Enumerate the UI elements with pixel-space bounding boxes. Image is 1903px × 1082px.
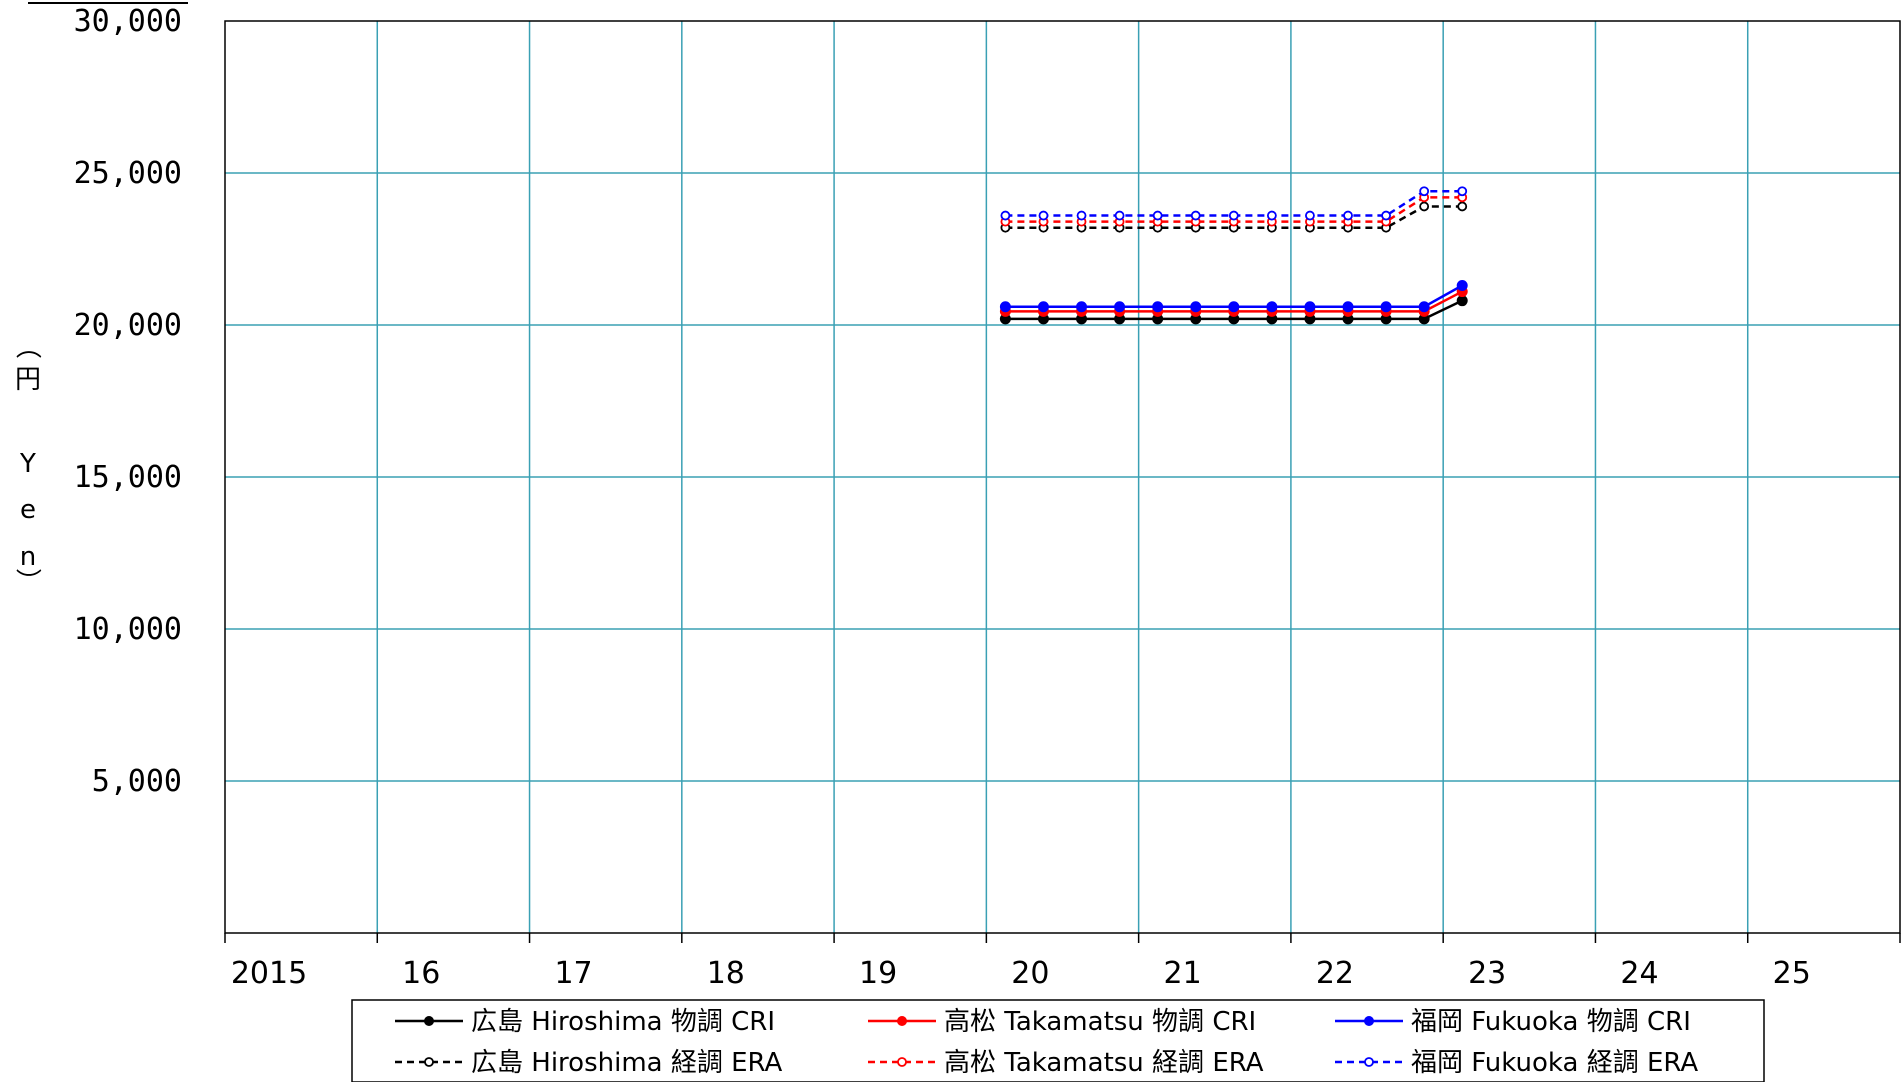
data-point — [1228, 301, 1240, 313]
x-tick-label: 25 — [1773, 956, 1811, 991]
gridlines — [225, 21, 1900, 933]
legend-item: 高松 Takamatsu 経調 ERA — [868, 1048, 1264, 1078]
y-tick-label: 20,000 — [74, 308, 182, 343]
y-tick-label: 25,000 — [74, 156, 182, 191]
y-tick-label: 30,000 — [74, 4, 182, 39]
data-point — [1380, 301, 1392, 313]
x-tick-label: 17 — [554, 956, 592, 991]
data-point — [1076, 301, 1088, 313]
legend-item: 広島 Hiroshima 経調 ERA — [395, 1048, 783, 1078]
data-point — [1304, 301, 1316, 313]
data-point — [1152, 301, 1164, 313]
legend-swatch-marker — [897, 1016, 907, 1026]
data-point — [1305, 210, 1315, 221]
data-point — [1190, 210, 1201, 221]
legend-swatch-marker — [897, 1057, 907, 1067]
legend-swatch-marker — [1364, 1057, 1374, 1067]
plot-area-frame — [224, 20, 1901, 934]
x-tick-label: 16 — [402, 956, 440, 991]
data-point — [1000, 210, 1011, 221]
y-tick-label: 10,000 — [74, 612, 182, 647]
x-tick-label: 2015 — [231, 956, 307, 991]
x-axis-ticks: 2015 16 17 18 19 20 21 22 23 24 25 — [224, 933, 1901, 991]
data-point — [1038, 210, 1049, 221]
legend-label: 高松 Takamatsu 物調 CRI — [944, 1007, 1256, 1037]
legend-label: 広島 Hiroshima 経調 ERA — [471, 1048, 783, 1078]
legend: 広島 Hiroshima 物調 CRI 高松 Takamatsu 物調 CRI 福岡… — [351, 999, 1765, 1082]
x-tick-label: 22 — [1316, 956, 1354, 991]
data-point — [1342, 301, 1354, 313]
y-tick-label: 5,000 — [92, 764, 182, 799]
data-point — [1228, 210, 1239, 221]
legend-label: 広島 Hiroshima 物調 CRI — [471, 1007, 775, 1037]
y-axis-label: （ 円 Yen） — [12, 333, 42, 594]
data-point — [1418, 301, 1430, 313]
series — [999, 295, 1468, 325]
data-point — [1457, 186, 1468, 197]
data-point — [1152, 210, 1163, 221]
series-lines — [999, 186, 1468, 325]
legend-swatch-marker — [424, 1016, 434, 1026]
data-point — [1343, 210, 1353, 221]
y-axis-label-char: ） — [12, 568, 42, 594]
data-point — [999, 301, 1011, 313]
y-axis-label-char: （ — [12, 333, 42, 359]
y-tick-label: 15,000 — [74, 460, 182, 495]
y-axis-label-char: n — [20, 542, 36, 572]
x-tick-label: 21 — [1164, 956, 1202, 991]
data-point — [1456, 279, 1468, 291]
data-point — [1190, 301, 1202, 313]
data-point — [1266, 210, 1277, 221]
data-point — [1419, 186, 1430, 197]
data-point — [1457, 201, 1468, 212]
y-axis-ticks: 30,000 25,000 20,000 15,000 10,000 5,000 — [74, 4, 182, 799]
legend-label: 福岡 Fukuoka 経調 ERA — [1411, 1048, 1698, 1078]
data-point — [1456, 295, 1468, 307]
x-tick-label: 24 — [1620, 956, 1658, 991]
data-point — [1114, 210, 1125, 221]
data-point — [1381, 210, 1391, 221]
legend-item: 福岡 Fukuoka 経調 ERA — [1335, 1048, 1698, 1078]
y-axis-label-char: 円 — [15, 365, 41, 395]
legend-swatch-marker — [1364, 1016, 1374, 1026]
data-point — [1037, 301, 1049, 313]
data-point — [1419, 201, 1430, 212]
legend-box — [351, 999, 1765, 1082]
series — [1000, 186, 1468, 221]
x-tick-label: 23 — [1468, 956, 1506, 991]
y-axis-label-char: e — [20, 495, 36, 525]
x-tick-label: 18 — [707, 956, 745, 991]
x-tick-label: 19 — [859, 956, 897, 991]
data-point — [1266, 301, 1278, 313]
legend-swatch-marker — [424, 1057, 434, 1067]
y-axis-label-char: Y — [19, 449, 36, 479]
data-point — [1114, 301, 1126, 313]
series — [1000, 192, 1468, 227]
legend-item: 福岡 Fukuoka 物調 CRI — [1335, 1007, 1691, 1037]
legend-item: 高松 Takamatsu 物調 CRI — [868, 1007, 1256, 1037]
legend-item: 広島 Hiroshima 物調 CRI — [395, 1007, 775, 1037]
x-tick-label: 20 — [1011, 956, 1049, 991]
legend-label: 福岡 Fukuoka 物調 CRI — [1411, 1007, 1691, 1037]
legend-label: 高松 Takamatsu 経調 ERA — [944, 1048, 1264, 1078]
data-point — [1076, 210, 1087, 221]
series — [999, 279, 1468, 313]
